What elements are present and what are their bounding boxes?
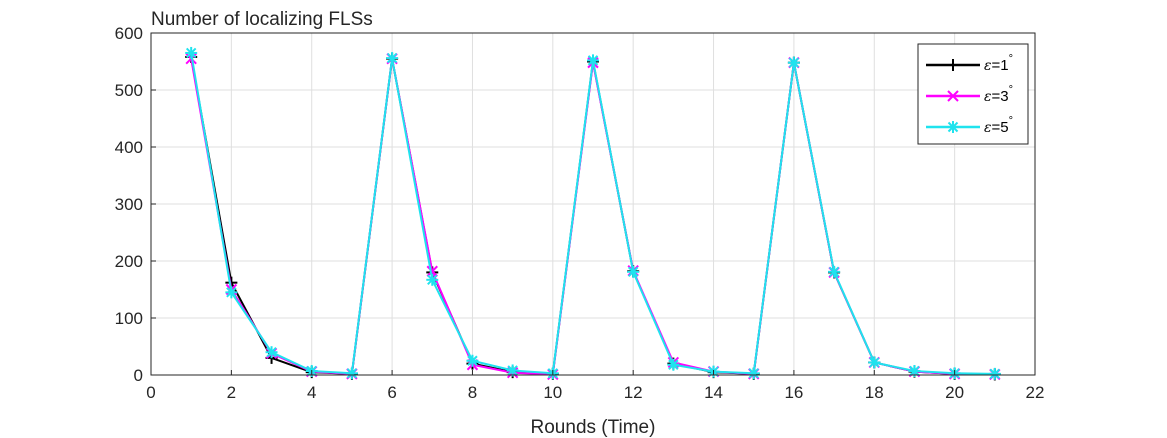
x-tick-label: 20 <box>945 383 964 402</box>
data-point <box>265 346 278 359</box>
legend-marker <box>947 90 959 102</box>
x-tick-label: 0 <box>146 383 155 402</box>
x-axis: 0 2 4 6 8 10 12 14 16 18 20 22 <box>146 370 1044 402</box>
x-tick-label: 16 <box>784 383 803 402</box>
x-axis-title: Rounds (Time) <box>531 417 656 438</box>
y-tick-label: 0 <box>134 366 143 385</box>
data-point <box>988 367 1001 380</box>
y-axis: 0 100 200 300 400 500 600 <box>115 24 156 385</box>
data-point <box>225 286 238 299</box>
legend-marker <box>947 121 959 133</box>
x-tick-label: 18 <box>865 383 884 402</box>
series-2 <box>185 52 1001 381</box>
x-tick-label: 22 <box>1026 383 1045 402</box>
legend-label: ε=3° <box>984 84 1013 105</box>
data-point <box>426 273 439 286</box>
data-point <box>667 358 680 371</box>
y-tick-label: 200 <box>115 252 143 271</box>
data-point <box>506 364 519 377</box>
y-tick-label: 300 <box>115 195 143 214</box>
x-tick-label: 8 <box>468 383 477 402</box>
x-tick-label: 4 <box>307 383 316 402</box>
data-point <box>345 367 358 380</box>
data-point <box>787 56 800 69</box>
data-point <box>747 367 760 380</box>
legend-item: ε=3° <box>926 84 1013 105</box>
data-point <box>627 265 640 278</box>
data-point <box>828 265 841 278</box>
data-point <box>466 354 479 367</box>
chart-title: Number of localizing FLSs <box>151 9 373 30</box>
x-tick-label: 2 <box>227 383 236 402</box>
legend-label: ε=5° <box>984 115 1013 136</box>
x-tick-label: 6 <box>387 383 396 402</box>
legend-label: ε=1° <box>984 53 1013 74</box>
x-tick-label: 10 <box>543 383 562 402</box>
data-point <box>185 46 198 59</box>
data-point <box>426 265 438 277</box>
series-3 <box>185 46 1001 380</box>
grid-lines <box>150 32 1036 376</box>
y-tick-label: 500 <box>115 81 143 100</box>
x-tick-label: 14 <box>704 383 723 402</box>
y-tick-label: 400 <box>115 138 143 157</box>
series-1 <box>185 50 1001 381</box>
series-layer <box>185 46 1001 381</box>
legend-item: ε=1° <box>926 53 1013 74</box>
x-tick-label: 12 <box>624 383 643 402</box>
legend-marker <box>947 59 959 71</box>
legend: ε=1° ε=3° ε=5° <box>917 43 1029 145</box>
data-point <box>587 54 599 67</box>
legend-item: ε=5° <box>926 115 1013 136</box>
y-tick-label: 100 <box>115 309 143 328</box>
y-tick-label: 600 <box>115 24 143 43</box>
data-point <box>386 52 399 65</box>
data-point <box>868 356 881 369</box>
